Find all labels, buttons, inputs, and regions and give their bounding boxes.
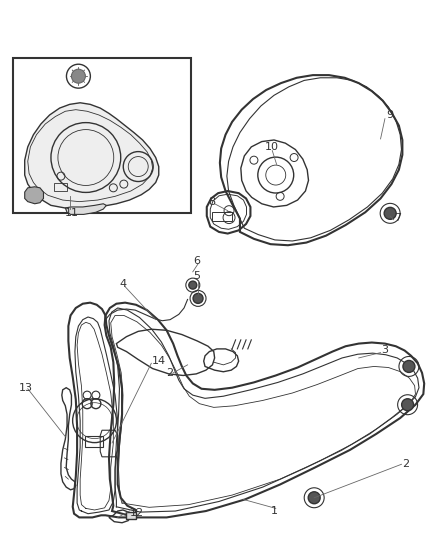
Text: 6: 6	[193, 256, 200, 266]
Text: 14: 14	[152, 356, 166, 366]
Text: 12: 12	[130, 507, 144, 518]
Circle shape	[384, 207, 396, 219]
Circle shape	[189, 281, 197, 289]
Text: 9: 9	[386, 110, 393, 120]
Text: 7: 7	[395, 213, 402, 223]
Text: 10: 10	[265, 142, 279, 152]
Text: 5: 5	[193, 271, 200, 281]
Polygon shape	[127, 512, 136, 519]
Text: 3: 3	[381, 345, 389, 356]
Text: 11: 11	[65, 208, 79, 219]
Polygon shape	[25, 103, 159, 208]
Text: 8: 8	[208, 197, 215, 207]
Text: 13: 13	[19, 383, 33, 393]
Circle shape	[402, 399, 413, 411]
Text: 4: 4	[120, 279, 127, 289]
Circle shape	[71, 69, 85, 83]
Text: 2: 2	[166, 368, 174, 378]
Circle shape	[308, 492, 320, 504]
Circle shape	[193, 293, 203, 303]
Text: 1: 1	[271, 506, 278, 516]
Polygon shape	[25, 187, 43, 204]
Polygon shape	[65, 204, 106, 214]
Text: 2: 2	[403, 459, 410, 469]
Bar	[13, 58, 191, 213]
Circle shape	[403, 360, 415, 373]
